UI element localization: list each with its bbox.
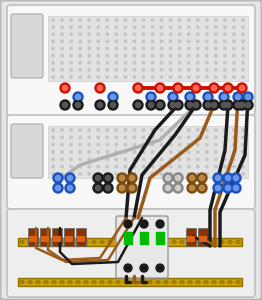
Bar [18,238,242,246]
Circle shape [160,33,163,35]
Circle shape [168,92,178,102]
Circle shape [178,151,181,153]
Circle shape [62,85,68,91]
Circle shape [151,173,154,175]
Circle shape [196,76,199,78]
FancyBboxPatch shape [11,14,43,78]
Circle shape [79,129,81,131]
Ellipse shape [228,280,232,283]
Ellipse shape [124,280,128,283]
Circle shape [189,176,195,181]
Circle shape [142,151,145,153]
Bar [40,228,50,246]
Circle shape [70,69,72,71]
Circle shape [243,100,253,110]
Circle shape [170,143,172,146]
Circle shape [225,85,231,91]
Circle shape [178,76,181,78]
Ellipse shape [196,280,200,283]
Circle shape [106,173,108,175]
Ellipse shape [20,280,24,283]
Circle shape [215,40,217,43]
Circle shape [215,151,217,153]
Ellipse shape [92,241,96,244]
Circle shape [215,185,221,190]
Circle shape [115,61,118,64]
Circle shape [233,61,235,64]
Circle shape [88,69,90,71]
Circle shape [110,102,116,108]
Circle shape [233,92,243,102]
Circle shape [135,102,141,108]
Circle shape [160,76,163,78]
Circle shape [61,33,63,35]
Circle shape [61,40,63,43]
Circle shape [196,143,199,146]
Circle shape [170,19,172,21]
Bar [124,232,132,244]
Circle shape [97,129,100,131]
Circle shape [88,54,90,57]
Circle shape [142,166,145,168]
Circle shape [140,264,148,272]
Circle shape [129,185,135,190]
Circle shape [188,33,190,35]
Circle shape [133,173,136,175]
Bar [52,228,62,246]
Circle shape [117,173,127,183]
Circle shape [170,33,172,35]
Circle shape [95,185,101,190]
Circle shape [224,143,226,146]
Circle shape [160,69,163,71]
Circle shape [178,19,181,21]
Circle shape [213,183,223,193]
Circle shape [61,61,63,64]
Circle shape [157,102,163,108]
Circle shape [151,136,154,139]
Circle shape [233,100,243,110]
Circle shape [52,61,54,64]
Circle shape [206,61,208,64]
Ellipse shape [28,280,32,283]
Circle shape [52,151,54,153]
Circle shape [155,100,165,110]
Circle shape [215,176,221,181]
Circle shape [61,129,63,131]
Circle shape [142,173,145,175]
Circle shape [124,76,127,78]
Circle shape [79,173,81,175]
Circle shape [185,92,195,102]
Circle shape [178,129,181,131]
Circle shape [235,102,241,108]
Circle shape [110,94,116,100]
Bar [199,236,207,242]
Circle shape [133,166,136,168]
Circle shape [151,54,154,57]
Circle shape [206,76,208,78]
Circle shape [103,183,113,193]
Circle shape [88,33,90,35]
Circle shape [133,26,136,28]
Circle shape [119,176,125,181]
Circle shape [156,220,164,228]
Circle shape [206,151,208,153]
Circle shape [219,92,229,102]
Circle shape [233,129,235,131]
Circle shape [108,92,118,102]
Ellipse shape [124,241,128,244]
Circle shape [224,166,226,168]
Circle shape [124,143,127,146]
Circle shape [170,40,172,43]
Circle shape [97,40,100,43]
Circle shape [97,136,100,139]
Circle shape [106,61,108,64]
Circle shape [206,47,208,50]
Bar [28,228,38,246]
Circle shape [88,19,90,21]
Circle shape [151,61,154,64]
Circle shape [52,173,54,175]
Circle shape [196,69,199,71]
Circle shape [188,19,190,21]
Circle shape [106,166,108,168]
